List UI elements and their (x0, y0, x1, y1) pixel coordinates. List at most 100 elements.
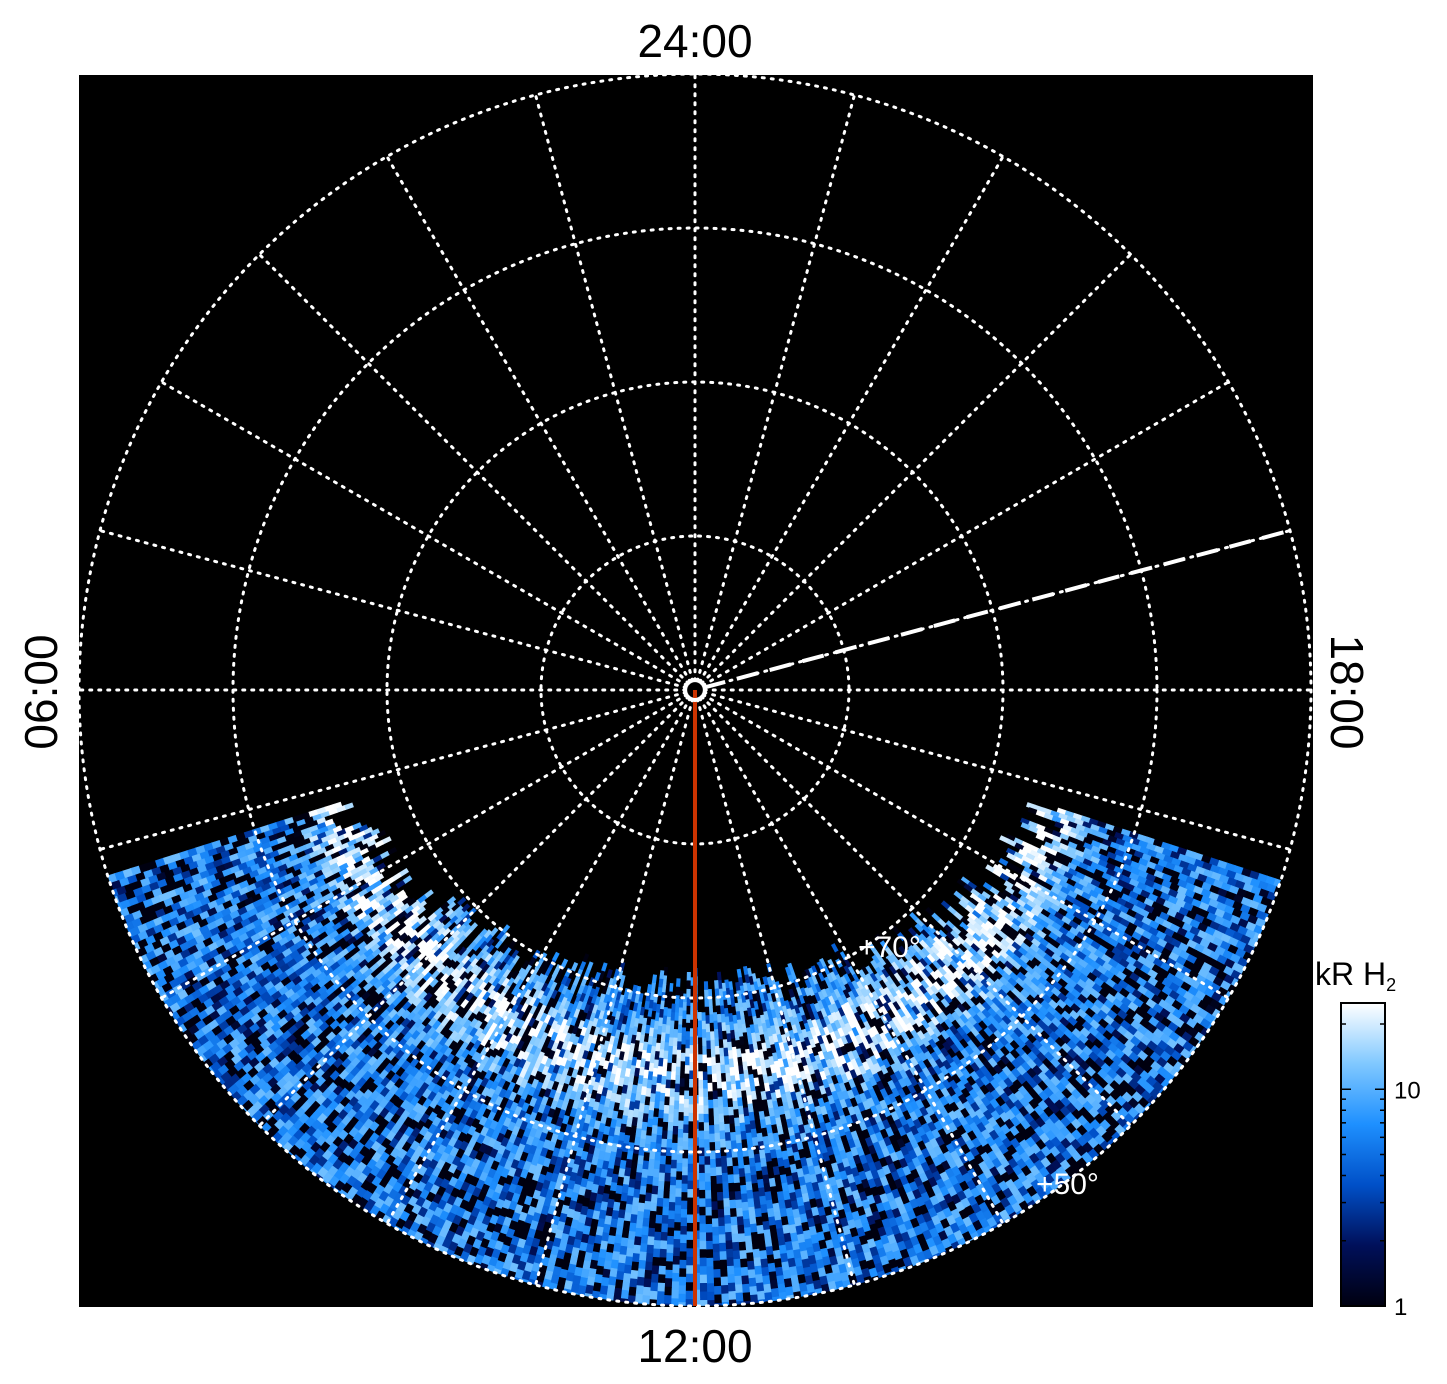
emission-cell (685, 1273, 694, 1283)
emission-cell (732, 1250, 741, 1260)
emission-cell (673, 1213, 681, 1223)
emission-cell (726, 1165, 734, 1176)
emission-cell (718, 1234, 726, 1244)
emission-cell (740, 1193, 748, 1204)
emission-cell (707, 1091, 714, 1101)
emission-cell (698, 1130, 705, 1140)
emission-cell (714, 1045, 720, 1056)
emission-cell (672, 1247, 681, 1257)
emission-cell (734, 1284, 743, 1294)
emission-cell (755, 1224, 765, 1235)
emission-cell (683, 1081, 690, 1092)
emission-cell (698, 1189, 706, 1200)
emission-cell (665, 1252, 674, 1263)
emission-cell (687, 1163, 694, 1173)
emission-cell (666, 1121, 674, 1132)
emission-cell (698, 1172, 706, 1183)
emission-cell (723, 1214, 732, 1225)
emission-cell (712, 1243, 720, 1253)
emission-cell (710, 1048, 716, 1058)
emission-cell (686, 1231, 694, 1241)
emission-cell (731, 1241, 740, 1252)
emission-cell (659, 1240, 668, 1250)
emission-cell (731, 1233, 739, 1243)
emission-cell (706, 1065, 712, 1076)
emission-cell (687, 1121, 694, 1131)
emission-cell (701, 1020, 707, 1030)
emission-cell (648, 1210, 657, 1221)
emission-cell (731, 1157, 739, 1167)
emission-cell (712, 1268, 721, 1279)
emission-cell (742, 1292, 751, 1302)
emission-cell (758, 1250, 768, 1260)
emission-cell (683, 1073, 690, 1083)
emission-cell (698, 1223, 707, 1233)
emission-cell (708, 1014, 714, 1024)
emission-cell (675, 978, 681, 988)
emission-cell (688, 1053, 694, 1063)
emission-cell (679, 1069, 685, 1079)
emission-cell (664, 1269, 673, 1280)
emission-cell (734, 1199, 743, 1210)
emission-cell (680, 1192, 688, 1202)
emission-cell (650, 1273, 659, 1284)
emission-cell (675, 1049, 682, 1060)
emission-cell (650, 1185, 659, 1196)
emission-cell (647, 1227, 656, 1238)
emission-cell (715, 1062, 721, 1073)
emission-cell (760, 1266, 770, 1277)
emission-cell (703, 981, 709, 991)
emission-cell (688, 1104, 694, 1114)
emission-cell (697, 1045, 703, 1055)
emission-cell (739, 1258, 748, 1269)
emission-cell (671, 1264, 680, 1274)
emission-cell (698, 1122, 705, 1132)
emission-cell (737, 1159, 745, 1170)
emission-cell (679, 1225, 687, 1236)
emission-cell (680, 1052, 686, 1063)
emission-cell (685, 1014, 691, 1024)
emission-cell (743, 1227, 752, 1237)
emission-cell (748, 1215, 757, 1225)
emission-cell (713, 1124, 720, 1134)
emission-cell (698, 1240, 707, 1250)
emission-cell (675, 1171, 683, 1181)
emission-cell (697, 1079, 704, 1089)
emission-cell (707, 1108, 714, 1118)
emission-cell (686, 980, 691, 990)
emission-cell (623, 1264, 632, 1275)
emission-cell (718, 1130, 726, 1140)
emission-cell (716, 971, 722, 982)
emission-cell (704, 1181, 712, 1191)
emission-cell (686, 988, 691, 999)
emission-cell (686, 1197, 694, 1207)
emission-cell (652, 1248, 661, 1259)
emission-cell (702, 1105, 709, 1115)
emission-cell (719, 1138, 726, 1149)
emission-cell (673, 1091, 680, 1102)
emission-cell (642, 1209, 651, 1219)
emission-cell (658, 1257, 667, 1267)
emission-cell (711, 1081, 718, 1092)
emission-cell (761, 1275, 771, 1286)
emission-cell (733, 1267, 742, 1277)
emission-cell (747, 1269, 756, 1279)
emission-cell (705, 1257, 714, 1268)
emission-cell (665, 1261, 673, 1271)
emission-cell (683, 1090, 690, 1100)
emission-cell (719, 1268, 728, 1278)
emission-cell (723, 1123, 731, 1134)
emission-cell (685, 1282, 694, 1292)
emission-cell (697, 1054, 703, 1064)
emission-cell (733, 1182, 741, 1193)
emission-cell (686, 1205, 694, 1216)
emission-cell (756, 1233, 766, 1244)
emission-cell (744, 1235, 753, 1246)
emission-cell (681, 1175, 688, 1185)
emission-cell (711, 1209, 719, 1220)
emission-cell (711, 1235, 720, 1245)
emission-cell (660, 1138, 668, 1149)
emission-cell (673, 1222, 681, 1232)
emission-cell (717, 1096, 724, 1107)
emission-cell (706, 1074, 713, 1084)
